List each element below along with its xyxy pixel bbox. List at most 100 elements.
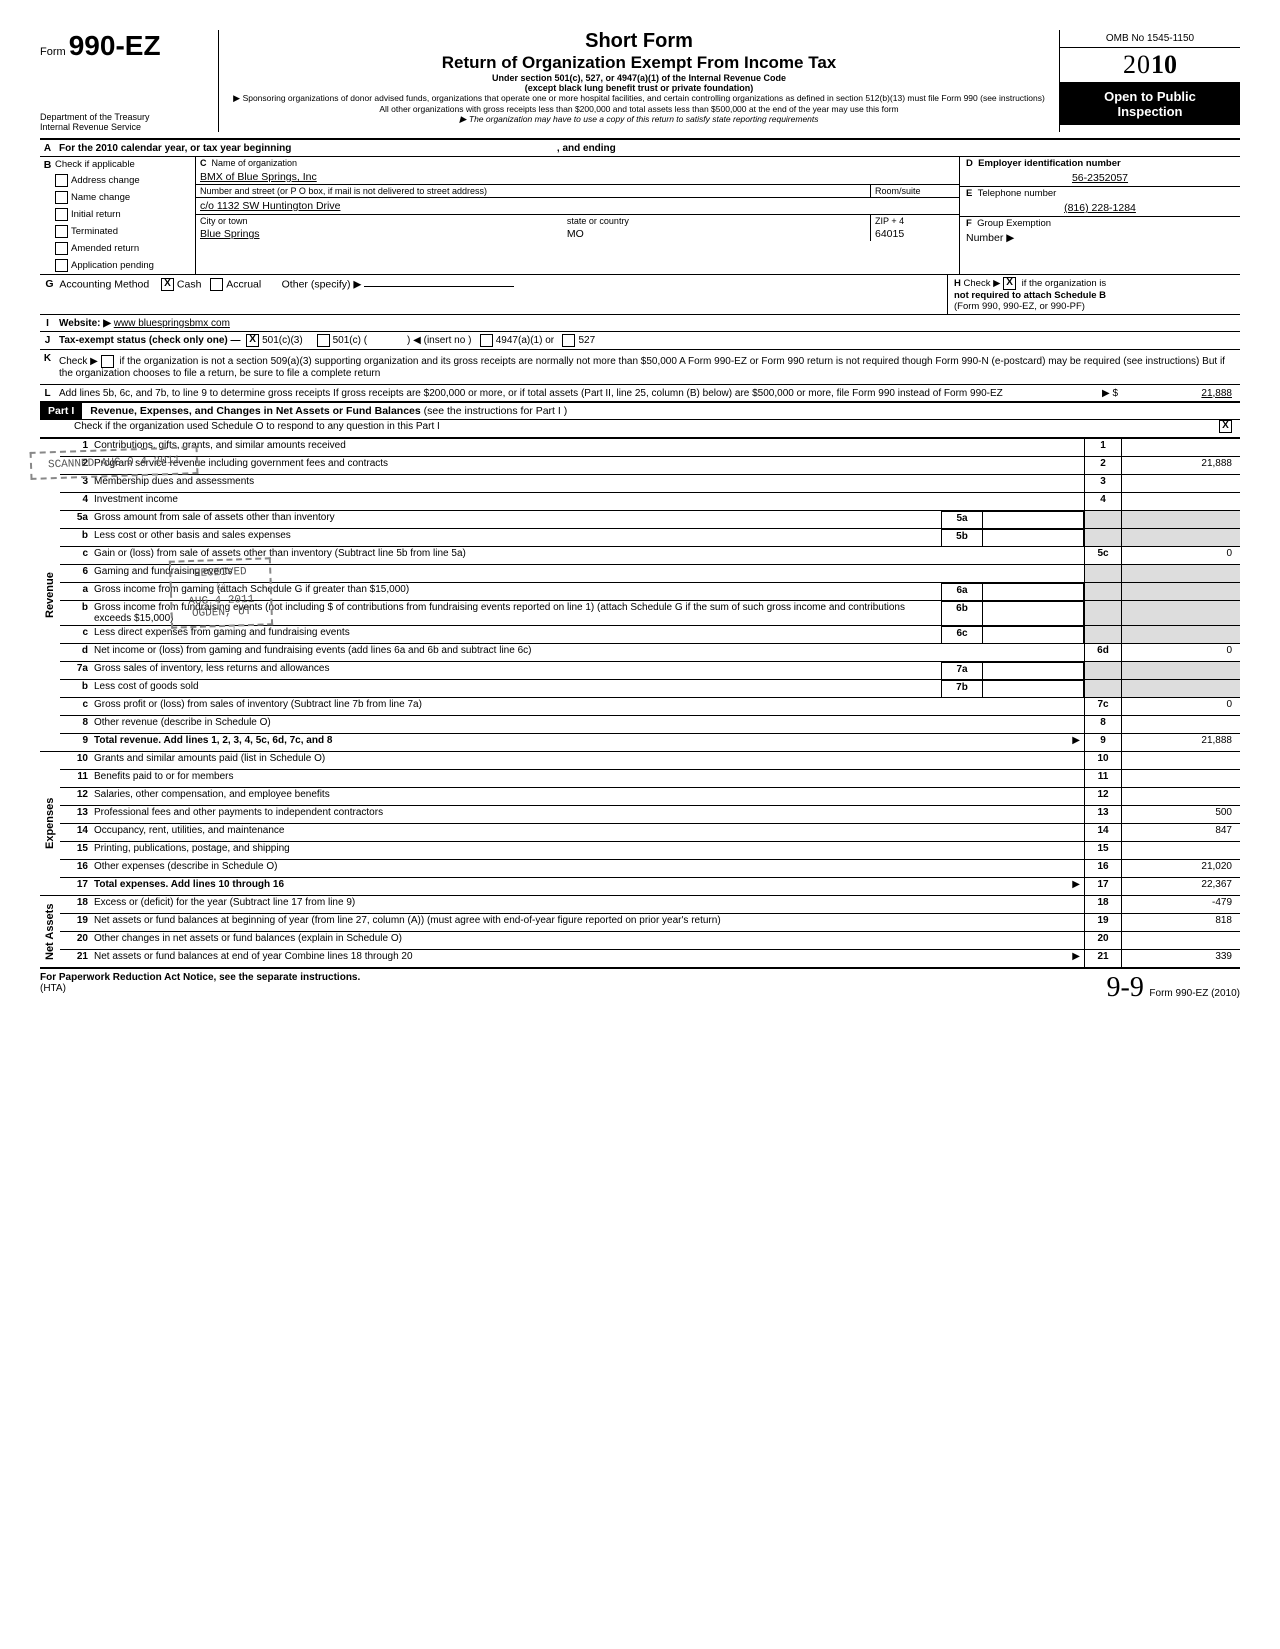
- part-i-header: Part I Revenue, Expenses, and Changes in…: [40, 402, 1240, 420]
- line-text: Program service revenue including govern…: [94, 457, 1084, 474]
- line-box-number: 11: [1084, 770, 1122, 787]
- line-box-number: 20: [1084, 932, 1122, 949]
- checkbox-4947[interactable]: [480, 334, 493, 347]
- line-value[interactable]: 22,367: [1122, 878, 1240, 895]
- line-number: a: [60, 583, 94, 600]
- checkbox-address-change[interactable]: [55, 174, 68, 187]
- line-a-text: For the 2010 calendar year, or tax year …: [59, 143, 291, 154]
- line-value[interactable]: 847: [1122, 824, 1240, 841]
- line-text: Benefits paid to or for members: [94, 770, 1084, 787]
- checkbox-name-change[interactable]: [55, 191, 68, 204]
- l-arrow: ▶ $: [1058, 388, 1122, 399]
- line-value[interactable]: 339: [1122, 950, 1240, 967]
- line-text: Total expenses. Add lines 10 through 16 …: [94, 878, 1084, 895]
- mid-value[interactable]: [983, 511, 1084, 528]
- line-value[interactable]: 500: [1122, 806, 1240, 823]
- checkbox-schedule-o[interactable]: [1219, 420, 1232, 433]
- line-text: Net income or (loss) from gaming and fun…: [94, 644, 1084, 661]
- line-value[interactable]: [1122, 842, 1240, 859]
- line-value[interactable]: [1122, 716, 1240, 733]
- line-number: b: [60, 529, 94, 546]
- checkbox-h[interactable]: [1003, 277, 1016, 290]
- mid-box: 7a: [941, 662, 983, 679]
- line-value[interactable]: 0: [1122, 698, 1240, 715]
- line-text: Occupancy, rent, utilities, and maintena…: [94, 824, 1084, 841]
- form-header: Form 990-EZ Department of the Treasury I…: [40, 30, 1240, 140]
- line-text: Net assets or fund balances at end of ye…: [94, 950, 1084, 967]
- phone-value: (816) 228-1284: [960, 200, 1240, 217]
- line-text: Total revenue. Add lines 1, 2, 3, 4, 5c,…: [94, 734, 1084, 751]
- line-value[interactable]: [1122, 475, 1240, 492]
- line-box-number: 4: [1084, 493, 1122, 510]
- line-text: Less cost or other basis and sales expen…: [94, 529, 941, 546]
- mid-value[interactable]: [983, 529, 1084, 546]
- line-text: Excess or (deficit) for the year (Subtra…: [94, 896, 1084, 913]
- line-value[interactable]: [1122, 439, 1240, 456]
- website-value: www bluespringsbmx com: [114, 318, 230, 329]
- line-number: c: [60, 626, 94, 643]
- mid-value[interactable]: [983, 626, 1084, 643]
- line-text: Gaming and fundraising events: [94, 565, 1084, 582]
- l-text: Add lines 5b, 6c, and 7b, to line 9 to d…: [55, 386, 1058, 401]
- mid-value[interactable]: [983, 662, 1084, 679]
- label-state: state or country: [563, 215, 870, 227]
- subtitle-2: (except black lung benefit trust or priv…: [229, 83, 1049, 93]
- checkbox-terminated[interactable]: [55, 225, 68, 238]
- checkbox-amended[interactable]: [55, 242, 68, 255]
- line-value[interactable]: [1122, 770, 1240, 787]
- title-main: Return of Organization Exempt From Incom…: [229, 53, 1049, 73]
- checkbox-accrual[interactable]: [210, 278, 223, 291]
- line-value[interactable]: 21,888: [1122, 457, 1240, 474]
- line-number: 4: [60, 493, 94, 510]
- line-box-number: 12: [1084, 788, 1122, 805]
- line-number: 3: [60, 475, 94, 492]
- line-value[interactable]: 0: [1122, 547, 1240, 564]
- line-value[interactable]: -479: [1122, 896, 1240, 913]
- end-box-grey: [1084, 565, 1122, 582]
- checkbox-k[interactable]: [101, 355, 114, 368]
- title-short: Short Form: [229, 30, 1049, 53]
- mid-value[interactable]: [983, 583, 1084, 600]
- label-street: Number and street (or P O box, if mail i…: [196, 185, 870, 197]
- line-box-number: 14: [1084, 824, 1122, 841]
- line-number: d: [60, 644, 94, 661]
- line-number: 19: [60, 914, 94, 931]
- expenses-side-label: Expenses: [40, 752, 60, 895]
- line-box-number: 1: [1084, 439, 1122, 456]
- line-box-number: 7c: [1084, 698, 1122, 715]
- line-text: Other changes in net assets or fund bala…: [94, 932, 1084, 949]
- checkbox-cash[interactable]: [161, 278, 174, 291]
- line-value[interactable]: [1122, 788, 1240, 805]
- checkbox-527[interactable]: [562, 334, 575, 347]
- form-footer: Form 990-EZ (2010): [1149, 988, 1240, 999]
- line-value[interactable]: 21,888: [1122, 734, 1240, 751]
- end-val-grey: [1122, 583, 1240, 600]
- mid-box: 7b: [941, 680, 983, 697]
- end-box-grey: [1084, 511, 1122, 528]
- paperwork-notice: For Paperwork Reduction Act Notice, see …: [40, 972, 360, 983]
- line-value[interactable]: [1122, 752, 1240, 769]
- checkbox-initial-return[interactable]: [55, 208, 68, 221]
- checkbox-501c3[interactable]: [246, 334, 259, 347]
- line-value[interactable]: 0: [1122, 644, 1240, 661]
- form-label: Form: [40, 46, 66, 58]
- line-value[interactable]: 818: [1122, 914, 1240, 931]
- mid-value[interactable]: [983, 680, 1084, 697]
- line-box-number: 18: [1084, 896, 1122, 913]
- line-value[interactable]: [1122, 493, 1240, 510]
- checkbox-501c[interactable]: [317, 334, 330, 347]
- label-room: Room/suite: [870, 185, 959, 197]
- line-value[interactable]: [1122, 932, 1240, 949]
- check-if-applicable: Check if applicable: [55, 157, 195, 172]
- line-number: 15: [60, 842, 94, 859]
- line-value[interactable]: 21,020: [1122, 860, 1240, 877]
- line-number: 13: [60, 806, 94, 823]
- end-val-grey: [1122, 529, 1240, 546]
- end-val-grey: [1122, 626, 1240, 643]
- line-text: Gain or (loss) from sale of assets other…: [94, 547, 1084, 564]
- mid-value[interactable]: [983, 601, 1084, 625]
- l-value: 21,888: [1122, 388, 1240, 399]
- checkbox-application-pending[interactable]: [55, 259, 68, 272]
- line-text: Gross profit or (loss) from sales of inv…: [94, 698, 1084, 715]
- line-number: 14: [60, 824, 94, 841]
